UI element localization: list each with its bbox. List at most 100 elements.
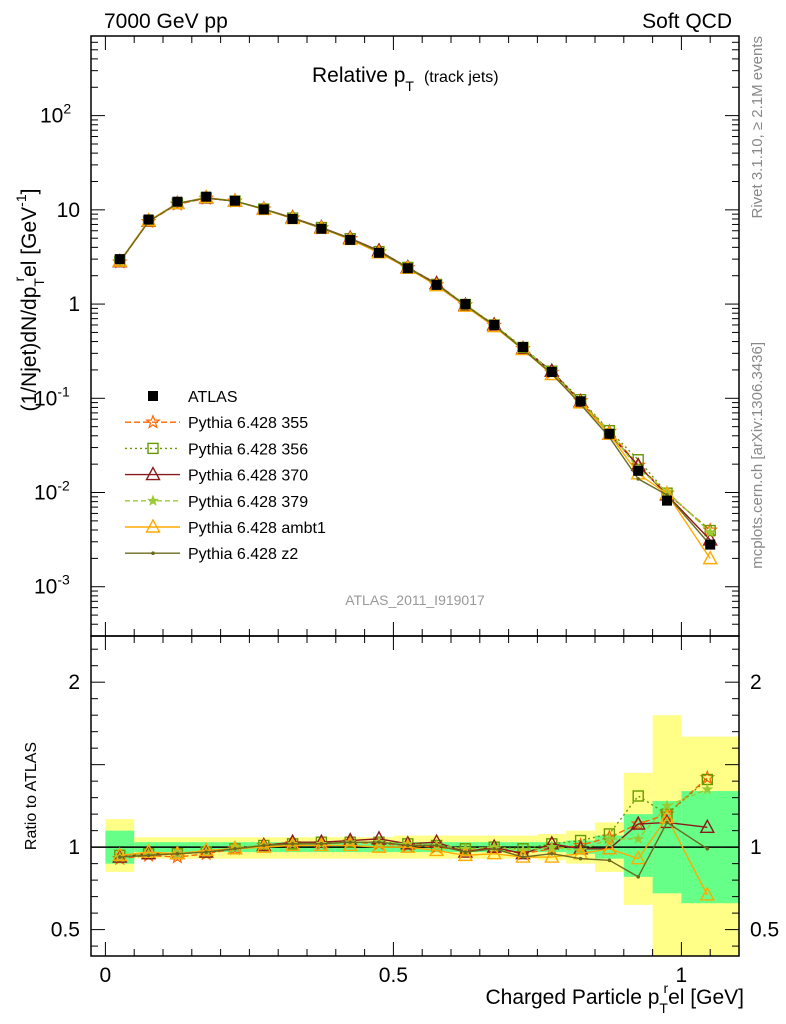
marker-triangle	[284, 833, 301, 848]
marker-dot	[151, 551, 155, 555]
ratio-uncertainty-bands	[105, 715, 739, 956]
legend-label: Pythia 6.428 379	[188, 494, 308, 511]
legend-entry-370: Pythia 6.428 370	[125, 466, 308, 485]
main-point-z2	[636, 477, 640, 481]
ratio-y-tick-label-left: 1	[68, 836, 80, 859]
marker-dot	[636, 477, 640, 481]
ratio-point-ambt1	[371, 838, 387, 853]
marker-triangle	[169, 845, 186, 860]
marker-triangle	[702, 550, 718, 565]
legend-label: Pythia 6.428 ambt1	[188, 520, 326, 537]
ratio-point-379	[574, 844, 587, 856]
marker-dot	[204, 850, 208, 854]
legend-entry-379: Pythia 6.428 379	[125, 494, 308, 511]
ratio-point-z2	[705, 846, 710, 851]
atlas-data-point	[345, 234, 356, 245]
marker-dot	[262, 843, 266, 848]
marker-triangle	[145, 518, 161, 533]
marker-filled-square	[258, 204, 269, 215]
ratio-y-tick-label-left: 2	[68, 671, 80, 694]
ratio-point-ambt1	[601, 840, 618, 855]
atlas-data-point	[230, 195, 240, 206]
marker-filled-square	[431, 279, 442, 290]
marker-star	[661, 799, 673, 811]
marker-filled-square	[604, 428, 615, 439]
atlas-data-point	[460, 299, 471, 310]
atlas-data-point	[172, 196, 183, 207]
atlas-data-point	[546, 367, 557, 378]
ratio-point-370	[630, 815, 646, 830]
y-tick-label: 10-2	[34, 478, 70, 505]
main-point-ambt1	[702, 550, 718, 565]
plot-title: Relative pT (track jets)	[312, 64, 499, 94]
ratio-point-z2	[492, 846, 497, 851]
ratio-y-axis-label: Ratio to ATLAS	[23, 742, 40, 850]
ratio-point-z2	[578, 856, 583, 861]
ratio-point-z2	[377, 840, 381, 844]
legend-marker	[151, 551, 155, 555]
atlas-data-point	[143, 214, 154, 225]
atlas-data-point	[604, 428, 615, 439]
legend-marker	[145, 466, 161, 481]
ratio-point-ambt1	[342, 837, 358, 852]
legend-marker	[147, 494, 159, 506]
legend-entry-ATLAS: ATLAS	[148, 389, 238, 406]
x-tick-label: 0.5	[379, 964, 408, 987]
marker-filled-square	[148, 391, 158, 401]
ratio-point-z2	[204, 850, 208, 854]
marker-dot	[175, 851, 180, 856]
atlas-data-point	[402, 263, 413, 274]
ratio-point-370	[313, 833, 330, 848]
atlas-data-point	[705, 539, 716, 550]
marker-triangle	[342, 837, 358, 852]
marker-star	[630, 815, 647, 831]
marker-filled-square	[489, 319, 500, 330]
ratio-point-ambt1	[428, 841, 445, 857]
ratio-point-z2	[463, 850, 468, 854]
ratio-point-z2	[290, 842, 295, 846]
ratio-point-ambt1	[169, 845, 186, 860]
legend-marker	[148, 391, 158, 401]
marker-square	[632, 790, 644, 802]
marker-filled-square	[402, 263, 413, 274]
marker-filled-square	[518, 342, 528, 353]
legend-label: Pythia 6.428 z2	[188, 546, 298, 563]
marker-filled-square	[460, 299, 471, 310]
marker-star	[632, 832, 645, 844]
ratio-y-tick-label-left: 0.5	[51, 919, 80, 942]
marker-filled-square	[230, 195, 240, 206]
y-tick-label: 1	[68, 293, 80, 316]
main-point-379	[704, 526, 717, 538]
ratio-point-ambt1	[699, 886, 715, 901]
y-tick-label: 10	[57, 199, 80, 222]
marker-dot	[521, 855, 525, 859]
marker-dot	[118, 855, 122, 859]
marker-filled-square	[633, 465, 644, 476]
atlas-data-point	[316, 223, 327, 234]
ratio-point-z2	[262, 843, 266, 848]
atlas-data-point	[575, 396, 586, 407]
marker-triangle	[198, 841, 214, 857]
x-tick-label: 1	[676, 964, 688, 987]
marker-star	[704, 526, 717, 538]
ratio-point-356	[632, 790, 644, 802]
atlas-data-point	[201, 191, 212, 202]
ratio-plot-frame	[90, 635, 740, 957]
ratio-point-ambt1	[112, 846, 128, 862]
marker-star	[145, 413, 161, 429]
legend-entry-355: Pythia 6.428 355	[125, 413, 308, 432]
marker-star	[701, 783, 714, 795]
marker-triangle	[112, 846, 128, 862]
ratio-point-ambt1	[457, 846, 474, 862]
marker-triangle	[428, 841, 445, 857]
marker-filled-square	[172, 196, 183, 207]
marker-filled-square	[143, 214, 154, 225]
ratio-point-379	[632, 832, 645, 844]
ratio-y-tick-label-right: 2	[750, 671, 762, 694]
atlas-data-point	[114, 254, 125, 265]
marker-triangle	[313, 833, 330, 848]
y-tick-label: 10-3	[34, 572, 70, 599]
marker-filled-square	[345, 234, 356, 245]
ratio-point-ambt1	[198, 841, 214, 857]
marker-dot	[492, 846, 497, 851]
